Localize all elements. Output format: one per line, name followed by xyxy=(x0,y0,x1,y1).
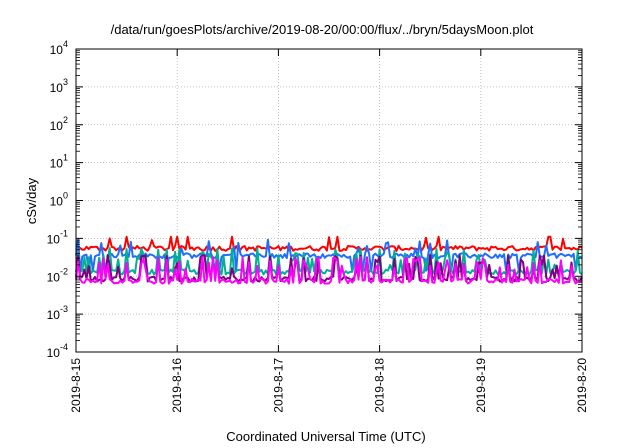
x-tick-label: 2019-8-15 xyxy=(69,358,83,413)
y-tick-label: 10-4 xyxy=(47,342,68,360)
series-layer xyxy=(75,235,583,285)
y-tick-label: 10-3 xyxy=(47,304,68,322)
x-tick-label: 2019-8-20 xyxy=(575,358,589,413)
y-tick-label: 103 xyxy=(50,77,68,95)
x-tick-label: 2019-8-16 xyxy=(170,358,184,413)
series-line-1 xyxy=(75,235,583,252)
x-axis-label: Coordinated Universal Time (UTC) xyxy=(226,429,425,444)
y-axis-label: cSv/day xyxy=(24,177,39,224)
y-tick-label: 104 xyxy=(50,39,68,57)
x-tick-label: 2019-8-17 xyxy=(271,358,285,413)
x-tick-labels: 2019-8-15 2019-8-16 2019-8-17 2019-8-18 2019… xyxy=(69,358,589,413)
y-tick-label: 10-1 xyxy=(47,228,68,246)
y-tick-label: 10-2 xyxy=(47,266,68,284)
y-tick-label: 102 xyxy=(50,115,68,133)
chart-title: /data/run/goesPlots/archive/2019-08-20/0… xyxy=(111,22,534,37)
series-line-5 xyxy=(75,256,583,285)
axis-ticks xyxy=(75,48,583,353)
y-tick-label: 100 xyxy=(50,191,68,209)
y-tick-labels: 104 103 102 101 100 10-1 10-2 10-3 10-4 xyxy=(47,39,68,360)
series-line-2 xyxy=(75,238,583,272)
y-tick-label: 101 xyxy=(50,153,68,171)
grid xyxy=(76,48,582,353)
x-tick-label: 2019-8-19 xyxy=(474,358,488,413)
x-tick-label: 2019-8-18 xyxy=(373,358,387,413)
